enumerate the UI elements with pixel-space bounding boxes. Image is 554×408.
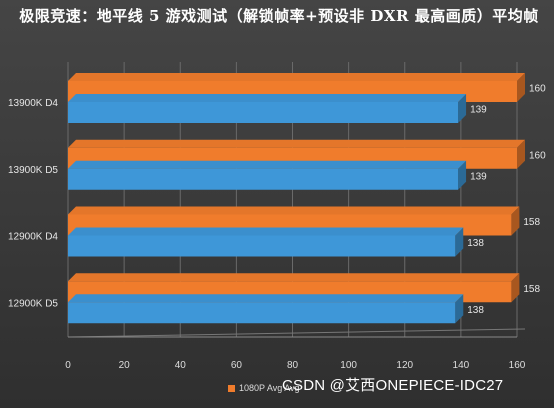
bar-top-face [68,206,520,215]
x-tick-label: 80 [287,360,299,371]
bar [68,235,456,257]
data-label: 160 [529,84,546,95]
data-label: 158 [523,284,540,295]
bar-top-face [68,94,467,102]
bar-end-face [511,206,520,236]
legend-swatch-orange [228,384,235,392]
bar-end-face [511,273,520,303]
bar-top-face [68,73,525,81]
legend: 1080P Avg Avg [228,381,300,395]
data-label: 138 [467,305,484,316]
legend-text: 1080P Avg Avg [239,383,300,393]
bar [68,102,459,123]
chart-title: 极限竞速：地平线 5 游戏测试（解锁帧率+预设非 DXR 最高画质）平均帧 [19,7,539,25]
data-label: 139 [470,171,487,182]
bar [68,168,459,190]
data-label: 138 [467,238,484,249]
bar-top-face [68,227,464,236]
bar-end-face [458,94,467,123]
x-tick-label: 0 [65,360,71,371]
x-axis-line [67,328,526,338]
x-tick-label: 40 [175,360,187,371]
x-tick-label: 100 [340,360,357,371]
data-label: 139 [470,105,487,116]
category-label: 13900K D4 [8,98,58,109]
x-tick-label: 20 [119,360,131,371]
bar-top-face [68,139,525,148]
bar-top-face [68,160,467,169]
x-tick-label: 160 [509,360,526,371]
data-label: 158 [523,217,540,228]
x-tick-label: 60 [231,360,243,371]
category-label: 12900K D4 [8,232,58,243]
bar-end-face [455,294,464,324]
bar-end-face [458,160,467,190]
bar-end-face [517,139,525,169]
bar-end-face [517,73,525,102]
x-tick-label: 120 [396,360,413,371]
data-label: 160 [529,150,546,161]
category-label: 12900K D5 [8,298,58,309]
bar-top-face [68,294,464,303]
bar [68,302,456,324]
bar-top-face [68,273,520,282]
watermark: CSDN @艾西ONEPIECE-IDC27 [282,377,504,394]
category-label: 13900K D5 [8,165,58,176]
bar-end-face [455,227,464,257]
x-tick-label: 140 [453,360,470,371]
